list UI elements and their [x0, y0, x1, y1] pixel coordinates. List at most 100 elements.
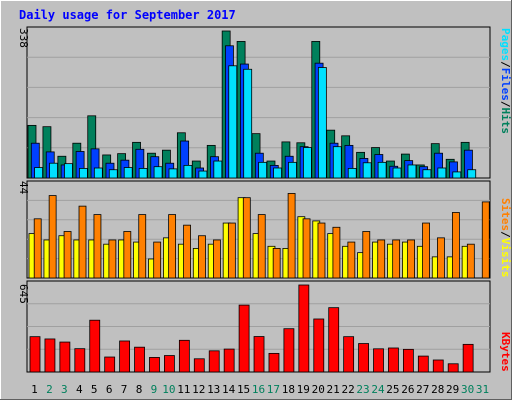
- bar-kbytes: [462, 343, 474, 373]
- x-tick-label: 1: [31, 383, 38, 396]
- bar-pages: [437, 167, 447, 179]
- bar-pages: [303, 147, 312, 179]
- bar-pages: [317, 67, 327, 179]
- bar-sites: [466, 243, 475, 279]
- bar-sites: [422, 222, 430, 279]
- bar-pages: [288, 161, 297, 179]
- bar-kbytes: [134, 346, 145, 373]
- x-tick-label: 6: [106, 383, 113, 396]
- x-axis-tick-labels: 1 2 3 4 5 6 7 8 9 10 11 12 13 14 15 16 17 18 19 20 21 22 23 24 2…: [31, 383, 489, 396]
- x-tick-label: 7: [121, 383, 128, 396]
- bar-kbytes: [298, 284, 310, 373]
- y-max-label-visits: 44: [17, 181, 30, 195]
- bar-kbytes: [432, 359, 444, 373]
- x-tick-label: 5: [91, 383, 98, 396]
- bar-sites: [138, 214, 147, 279]
- bar-kbytes: [358, 343, 369, 373]
- chart-title: Daily usage for September 2017: [19, 8, 236, 22]
- bar-kbytes: [119, 340, 131, 373]
- bar-sites: [332, 226, 341, 279]
- bar-sites: [33, 218, 42, 279]
- bar-kbytes: [417, 355, 429, 373]
- bar-kbytes: [238, 304, 250, 373]
- bar-pages: [392, 167, 402, 179]
- bar-pages: [422, 169, 432, 179]
- x-tick-label: 8: [136, 383, 143, 396]
- bar-pages: [49, 162, 58, 179]
- bar-sites: [481, 201, 490, 279]
- bar-pages: [213, 160, 223, 179]
- legend-kbytes: KBytes: [499, 332, 512, 372]
- bar-sites: [198, 235, 206, 279]
- bar-kbytes: [74, 348, 86, 373]
- x-tick-label: 26: [401, 383, 414, 396]
- bar-sites: [451, 212, 460, 279]
- bar-pages: [362, 162, 372, 179]
- bar-kbytes: [283, 328, 295, 373]
- x-tick-label: 23: [356, 383, 369, 396]
- bar-kbytes: [29, 336, 41, 373]
- bar-sites: [257, 214, 266, 279]
- x-tick-label: 20: [312, 383, 325, 396]
- legend-separator: /: [499, 61, 512, 68]
- bar-sites: [227, 222, 236, 279]
- x-tick-label: 13: [207, 383, 220, 396]
- x-tick-label: 17: [267, 383, 280, 396]
- bar-kbytes: [208, 350, 220, 373]
- bar-sites: [123, 231, 132, 279]
- bar-sites: [392, 239, 401, 279]
- bar-sites: [63, 231, 72, 279]
- bar-sites: [302, 218, 311, 279]
- x-tick-label: 31: [476, 383, 489, 396]
- legend-separator: /: [499, 231, 512, 238]
- x-tick-label: 14: [222, 383, 236, 396]
- bar-sites: [272, 248, 281, 279]
- bar-kbytes: [149, 357, 160, 373]
- bar-pages: [108, 169, 118, 179]
- bar-sites: [78, 205, 87, 279]
- bar-pages: [467, 169, 477, 179]
- bar-sites: [362, 231, 371, 279]
- bar-sites: [108, 239, 117, 279]
- bar-kbytes: [388, 347, 399, 373]
- y-max-label-hits: 338: [17, 28, 30, 48]
- bar-pages: [138, 168, 148, 179]
- legend-sites-visits: Sites/Visits: [499, 198, 512, 278]
- bar-kbytes: [178, 339, 190, 373]
- bar-pages: [34, 167, 43, 179]
- bar-sites: [168, 214, 177, 279]
- bar-sites: [93, 214, 102, 279]
- bar-kbytes: [373, 348, 384, 373]
- x-tick-label: 21: [327, 383, 340, 396]
- bar-pages: [332, 146, 342, 179]
- bar-pages: [228, 65, 238, 179]
- chart-panels: [26, 26, 491, 373]
- bar-sites: [377, 239, 386, 279]
- bar-sites: [213, 239, 221, 279]
- x-tick-label: 19: [297, 383, 310, 396]
- bar-kbytes: [253, 336, 265, 373]
- legend-separator: /: [499, 101, 512, 108]
- bar-kbytes: [447, 363, 459, 373]
- x-tick-label: 22: [341, 383, 354, 396]
- bar-sites: [317, 222, 326, 279]
- bar-kbytes: [164, 355, 175, 373]
- x-tick-label: 2: [46, 383, 53, 396]
- x-tick-label: 18: [282, 383, 295, 396]
- bar-sites: [407, 239, 415, 279]
- bar-kbytes: [328, 307, 340, 373]
- bar-pages: [347, 168, 357, 179]
- x-tick-label: 15: [237, 383, 250, 396]
- x-tick-label: 11: [177, 383, 190, 396]
- bar-pages: [452, 171, 462, 179]
- legend-files: Files: [499, 68, 512, 101]
- bar-pages: [123, 167, 133, 179]
- legend-pages: Pages: [499, 28, 512, 61]
- bar-kbytes: [193, 358, 205, 373]
- bar-sites: [153, 241, 162, 279]
- bar-pages: [377, 161, 387, 179]
- y-max-label-kbytes: 645: [17, 284, 30, 304]
- bar-kbytes: [44, 338, 56, 373]
- bar-pages: [93, 167, 103, 179]
- bar-pages: [168, 168, 178, 179]
